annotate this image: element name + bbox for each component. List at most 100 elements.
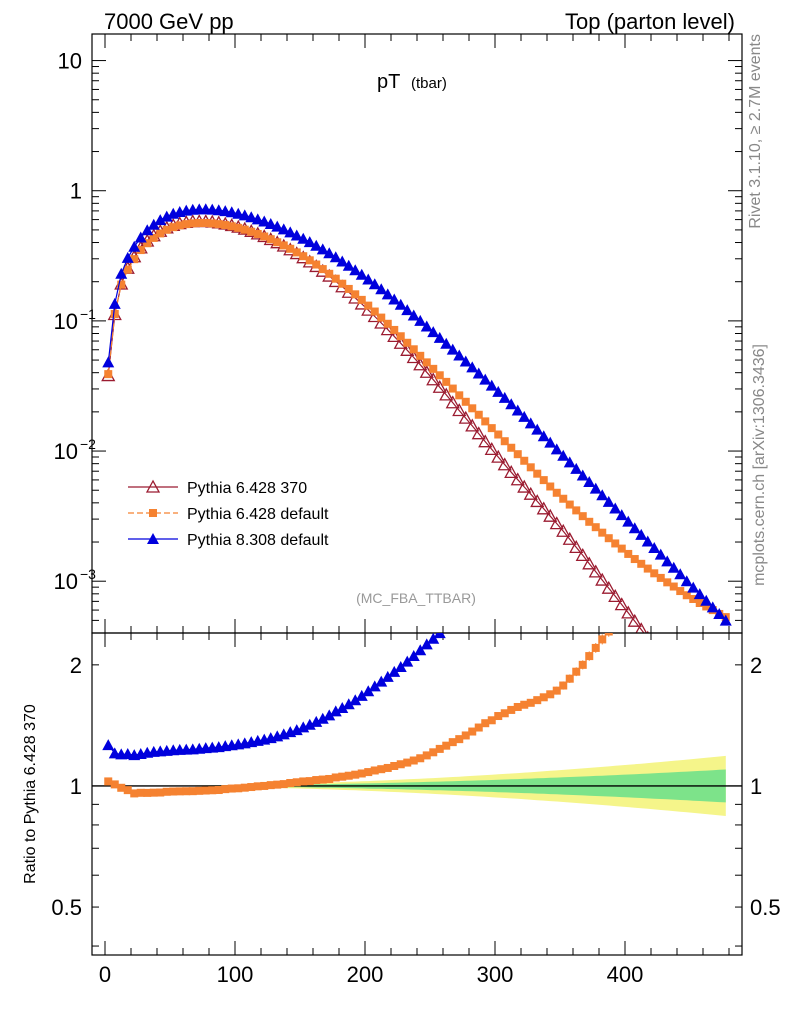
series-point-0 (452, 403, 467, 417)
series-point-0 (608, 588, 623, 602)
series-point-0 (648, 641, 660, 652)
series-point-2 (615, 509, 628, 521)
ratio-point-1 (375, 675, 388, 687)
ratio-point-1 (694, 433, 706, 444)
ratio-point-0 (559, 681, 568, 690)
ratio-ytick-label-right: 2 (750, 653, 762, 678)
series-point-0 (707, 718, 719, 729)
ratio-point-0 (325, 774, 334, 783)
ratio-point-0 (182, 787, 191, 796)
series-point-1 (676, 587, 685, 596)
ratio-point-0 (273, 780, 282, 789)
ratio-point-0 (279, 780, 288, 789)
series-point-2 (622, 515, 635, 527)
series-point-1 (208, 219, 217, 228)
series-point-1 (539, 476, 548, 485)
ratio-point-0 (169, 787, 178, 796)
series-point-1 (656, 573, 665, 582)
series-point-2 (433, 331, 446, 343)
ratio-point-1 (603, 513, 615, 524)
ratio-point-0 (117, 783, 126, 792)
ratio-point-0 (351, 770, 360, 779)
series-point-0 (445, 395, 460, 409)
series-point-1 (318, 265, 327, 274)
series-point-2 (420, 320, 433, 332)
series-point-1 (422, 358, 431, 367)
ratio-point-1 (505, 569, 517, 580)
series-point-1 (325, 269, 334, 278)
series-point-0 (569, 539, 584, 554)
legend-marker-2 (147, 533, 159, 544)
ratio-point-1 (394, 660, 407, 672)
ratio-point-0 (481, 719, 490, 728)
ratio-point-0 (188, 787, 197, 796)
ratio-point-0 (676, 505, 684, 513)
main-ytick-label: 10 (54, 439, 78, 464)
ratio-point-0 (292, 778, 301, 787)
ratio-point-0 (709, 430, 717, 438)
series-point-2 (238, 209, 251, 221)
ratio-point-0 (487, 716, 496, 725)
series-point-2 (485, 379, 498, 391)
series-point-1 (221, 221, 230, 230)
series-point-1 (611, 539, 620, 548)
series-point-1 (344, 284, 353, 293)
main-ytick-exponent: −1 (80, 306, 96, 322)
ratio-point-1 (544, 553, 556, 564)
ratio-point-1 (707, 420, 719, 431)
series-point-1 (455, 391, 464, 400)
series-point-1 (396, 332, 405, 341)
series-point-1 (546, 482, 555, 491)
series-point-1 (201, 219, 210, 228)
series-point-2 (264, 218, 277, 230)
ratio-point-0 (474, 723, 483, 732)
series-point-1 (123, 265, 132, 274)
series-point-1 (175, 221, 184, 230)
series-point-2 (401, 304, 414, 316)
series-point-2 (121, 251, 134, 263)
ratio-point-1 (420, 638, 433, 650)
series-point-2 (381, 288, 394, 300)
ratio-point-0 (702, 446, 710, 454)
ratio-point-0 (663, 531, 671, 539)
ratio-line-1 (107, 633, 441, 756)
ratio-point-0 (338, 772, 347, 781)
ratio-point-0 (715, 415, 723, 423)
series-point-2 (394, 298, 407, 310)
series-point-0 (575, 547, 590, 561)
series-point-0 (661, 658, 673, 669)
series-point-1 (442, 377, 451, 386)
series-point-0 (510, 472, 525, 486)
series-point-2 (531, 423, 544, 435)
ratio-point-0 (201, 786, 210, 795)
rivet-side-label: Rivet 3.1.10, ≥ 2.7M events (747, 34, 764, 229)
ratio-point-1 (407, 650, 420, 662)
ratio-point-1 (388, 665, 401, 677)
series-point-0 (562, 531, 577, 545)
series-point-0 (694, 700, 706, 711)
ratio-point-1 (310, 715, 323, 727)
series-point-2 (277, 223, 290, 235)
series-point-2 (524, 417, 537, 429)
series-point-1 (260, 232, 269, 241)
series-point-0 (621, 605, 636, 619)
ratio-point-0 (539, 693, 548, 702)
series-point-2 (375, 283, 388, 295)
main-ytick-exponent: −2 (80, 436, 96, 452)
series-point-1 (110, 309, 119, 318)
series-point-0 (517, 479, 532, 493)
ratio-point-1 (700, 427, 712, 438)
ratio-point-1 (336, 701, 349, 713)
series-point-0 (588, 564, 603, 578)
header-right-label: Top (parton level) (565, 9, 735, 34)
series-point-0 (601, 580, 616, 594)
series-point-2 (511, 404, 524, 416)
ratio-point-1 (531, 558, 543, 569)
series-point-0 (530, 494, 545, 508)
series-point-1 (669, 582, 678, 591)
series-point-2 (667, 561, 680, 573)
series-point-1 (526, 463, 535, 472)
legend-label-1: Pythia 6.428 default (187, 506, 329, 523)
